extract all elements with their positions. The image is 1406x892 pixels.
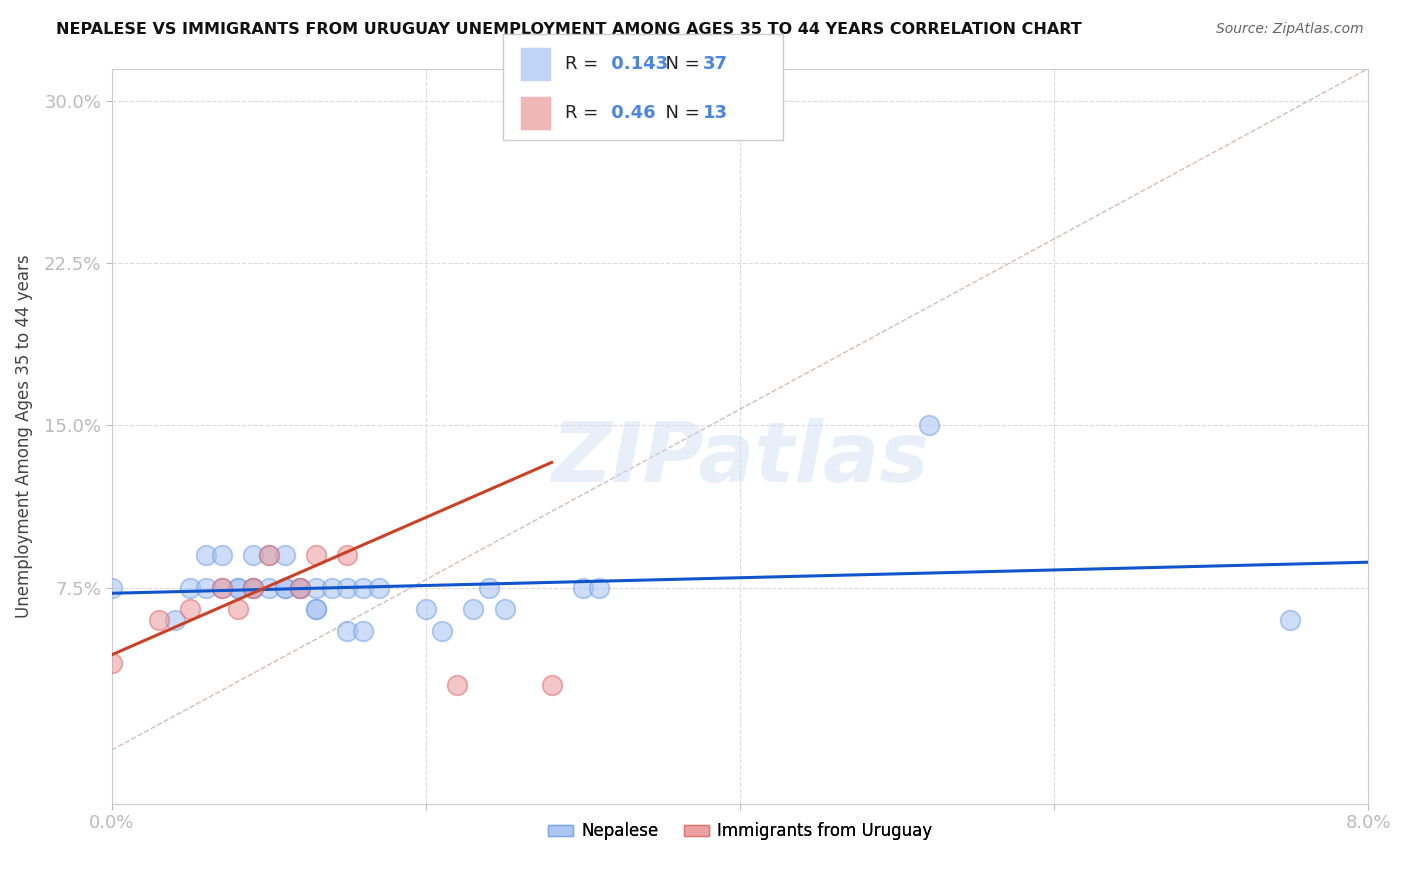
Point [195,548,218,562]
Point [305,602,328,616]
Point [226,602,249,616]
Point [195,581,218,595]
Point [305,548,328,562]
Text: ZIPatlas: ZIPatlas [551,417,929,499]
Point [163,613,186,627]
Point [336,581,359,595]
Text: N =: N = [654,55,706,73]
Point [179,581,201,595]
Point [211,581,233,595]
Point [242,581,264,595]
Point [336,548,359,562]
Text: NEPALESE VS IMMIGRANTS FROM URUGUAY UNEMPLOYMENT AMONG AGES 35 TO 44 YEARS CORRE: NEPALESE VS IMMIGRANTS FROM URUGUAY UNEM… [56,22,1083,37]
Point [352,581,374,595]
Point [242,581,264,595]
Text: Source: ZipAtlas.com: Source: ZipAtlas.com [1216,22,1364,37]
Point [226,581,249,595]
Point [290,581,312,595]
Point [352,624,374,638]
Text: 0.143: 0.143 [605,55,668,73]
Point [257,581,280,595]
Text: 13: 13 [703,103,728,121]
Point [336,624,359,638]
Point [101,657,124,671]
Point [305,581,328,595]
Text: R =: R = [565,103,605,121]
Point [415,602,437,616]
Text: N =: N = [654,103,706,121]
Legend: Nepalese, Immigrants from Uruguay: Nepalese, Immigrants from Uruguay [541,816,939,847]
Point [290,581,312,595]
Point [305,602,328,616]
Point [148,613,170,627]
Point [540,678,562,692]
Point [461,602,484,616]
Point [273,581,295,595]
Point [540,104,562,119]
Point [257,548,280,562]
Point [273,581,295,595]
Point [290,581,312,595]
Point [367,581,389,595]
Point [478,581,501,595]
Point [572,581,595,595]
Point [446,678,468,692]
Point [917,418,939,433]
Point [1278,613,1301,627]
Point [588,581,610,595]
Text: 0.46: 0.46 [605,103,655,121]
Text: 37: 37 [703,55,728,73]
Point [211,548,233,562]
Point [226,581,249,595]
Point [179,602,201,616]
Point [101,581,124,595]
Point [242,581,264,595]
Point [211,581,233,595]
Point [321,581,343,595]
Point [430,624,453,638]
Point [273,548,295,562]
Point [257,548,280,562]
Point [242,548,264,562]
Text: R =: R = [565,55,605,73]
Point [494,602,516,616]
Y-axis label: Unemployment Among Ages 35 to 44 years: Unemployment Among Ages 35 to 44 years [15,254,32,618]
